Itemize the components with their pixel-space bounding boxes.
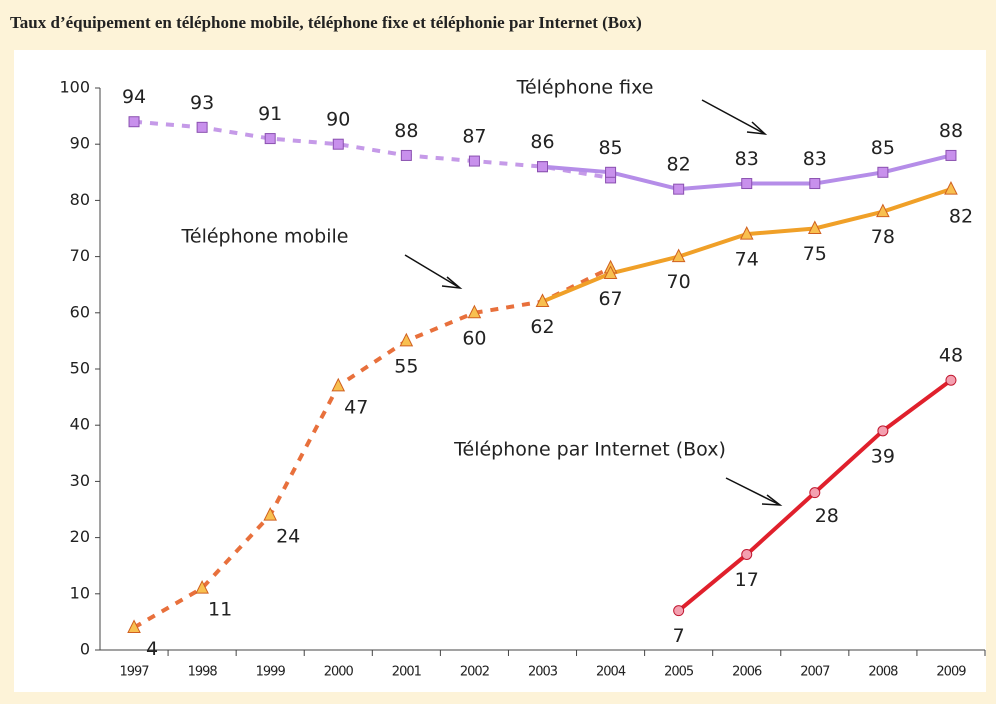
y-tick-label: 20	[70, 527, 90, 546]
data-label: 62	[530, 316, 554, 338]
marker	[741, 178, 753, 190]
x-tick-label: 2003	[528, 665, 558, 680]
y-tick-label: 70	[70, 246, 90, 265]
data-label: 85	[871, 137, 895, 159]
y-tick-label: 90	[70, 134, 90, 153]
data-label: 47	[344, 396, 368, 418]
x-tick-label: 2004	[596, 665, 626, 680]
marker	[400, 149, 412, 161]
series-label: Téléphone mobile	[181, 226, 349, 248]
x-tick-label: 2006	[732, 665, 762, 680]
chart-title: Taux d’équipement en téléphone mobile, t…	[10, 13, 642, 32]
x-tick-label: 2009	[936, 665, 966, 680]
marker	[944, 181, 958, 195]
marker	[673, 605, 685, 617]
marker	[264, 133, 276, 145]
data-label: 74	[735, 249, 759, 271]
marker	[741, 548, 753, 560]
marker	[945, 374, 957, 386]
y-tick-label: 40	[70, 415, 90, 434]
y-tick-label: 50	[70, 359, 90, 378]
data-label: 67	[598, 288, 622, 310]
data-label: 75	[803, 243, 827, 265]
data-label: 78	[871, 226, 895, 248]
marker	[332, 138, 344, 150]
marker	[809, 178, 821, 190]
data-label: 11	[208, 599, 232, 621]
x-tick-label: 1997	[119, 665, 149, 680]
data-label: 88	[939, 120, 963, 142]
x-tick-label: 2007	[800, 665, 830, 680]
marker	[671, 248, 686, 263]
data-label: 39	[871, 445, 895, 467]
data-label: 28	[815, 505, 839, 527]
y-tick-label: 10	[70, 583, 90, 602]
marker	[945, 149, 957, 161]
data-label: 93	[190, 92, 214, 114]
marker	[127, 619, 141, 634]
data-label: 70	[667, 271, 691, 293]
marker	[877, 425, 889, 437]
data-label: 87	[462, 126, 486, 148]
data-label: 85	[598, 137, 622, 159]
data-label: 82	[667, 154, 691, 176]
y-tick-label: 100	[59, 78, 90, 97]
data-label: 90	[326, 109, 350, 131]
data-label: 17	[735, 569, 759, 591]
panel	[14, 50, 986, 692]
data-label: 60	[462, 327, 486, 349]
x-tick-label: 2002	[460, 665, 489, 680]
marker	[603, 265, 618, 279]
x-tick-label: 2000	[324, 665, 354, 680]
marker	[331, 377, 346, 392]
data-label: 88	[394, 120, 418, 142]
x-tick-label: 2008	[868, 665, 898, 680]
data-label: 55	[394, 355, 418, 377]
marker	[673, 183, 685, 195]
marker	[468, 155, 480, 167]
marker	[537, 161, 548, 173]
x-tick-label: 1998	[188, 665, 218, 680]
data-label: 83	[803, 148, 827, 170]
data-label: 24	[276, 526, 300, 548]
data-label: 91	[258, 103, 282, 125]
marker	[128, 116, 140, 128]
y-tick-label: 80	[70, 190, 90, 209]
marker	[196, 121, 208, 133]
x-tick-label: 1999	[256, 665, 286, 680]
y-tick-label: 0	[80, 640, 90, 659]
x-tick-label: 2001	[392, 665, 422, 680]
data-label: 83	[735, 148, 759, 170]
y-tick-label: 30	[70, 471, 90, 490]
y-tick-label: 60	[70, 302, 90, 321]
dashed-line	[133, 119, 611, 180]
marker	[605, 166, 617, 178]
marker	[739, 226, 754, 240]
data-label: 48	[939, 345, 963, 367]
marker	[195, 580, 209, 594]
marker	[399, 332, 414, 347]
data-label: 82	[949, 206, 973, 228]
data-label: 4	[146, 638, 158, 660]
series-label: Téléphone par Internet (Box)	[453, 439, 726, 461]
data-label: 7	[673, 625, 685, 647]
marker	[467, 304, 482, 319]
marker	[877, 166, 889, 178]
marker	[263, 507, 278, 521]
arrows	[404, 99, 783, 506]
data-label: 94	[122, 86, 146, 108]
marker	[807, 220, 822, 234]
data-label: 86	[530, 131, 554, 153]
marker	[535, 293, 550, 308]
series-label: Téléphone fixe	[516, 77, 654, 99]
marker	[809, 487, 821, 499]
marker	[876, 203, 890, 218]
x-tick-label: 2005	[664, 665, 694, 680]
